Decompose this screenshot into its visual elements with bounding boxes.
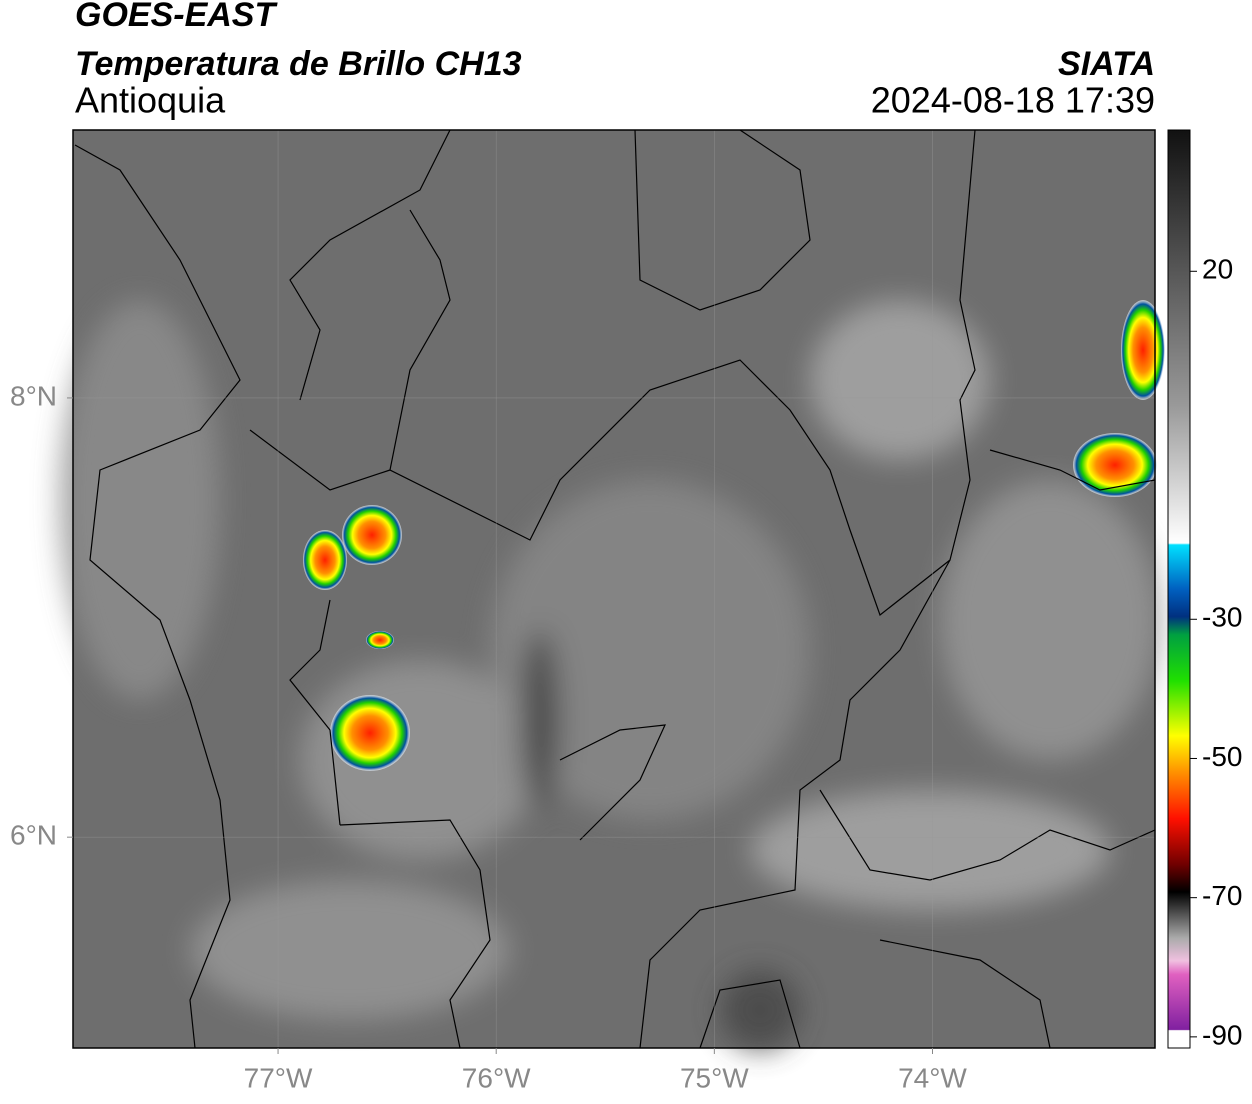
storm-cell xyxy=(1121,300,1165,400)
title: GOES-EAST xyxy=(75,0,278,34)
y-tick-label: 8°N xyxy=(10,380,57,411)
region: Antioquia xyxy=(75,80,226,121)
colorbar-tick-label: -30 xyxy=(1202,602,1242,633)
source: SIATA xyxy=(1058,45,1155,83)
x-tick-label: 75°W xyxy=(680,1062,749,1093)
colorbar-tick-label: -90 xyxy=(1202,1019,1242,1050)
storm-cell xyxy=(366,631,394,649)
borders xyxy=(74,129,1156,1049)
map-frame xyxy=(72,129,1156,1049)
map-area xyxy=(60,129,1165,1050)
x-tick-label: 77°W xyxy=(244,1062,313,1093)
y-tick-label: 6°N xyxy=(10,820,57,851)
storm-cell xyxy=(342,505,402,565)
x-tick-label: 76°W xyxy=(462,1062,531,1093)
subtitle: Temperatura de Brillo CH13 xyxy=(75,45,522,83)
storm-cell xyxy=(303,530,347,590)
datetime: 2024-08-18 17:39 xyxy=(871,80,1155,121)
colorbar-tick-label: -70 xyxy=(1202,880,1242,911)
colorbar xyxy=(1167,129,1191,1049)
colorbar-tick-label: 20 xyxy=(1202,254,1233,285)
storm-cell xyxy=(330,695,410,771)
grid xyxy=(73,130,1155,1048)
storm-cell xyxy=(1073,433,1157,497)
colorbar-tick-label: -50 xyxy=(1202,741,1242,772)
x-tick-label: 74°W xyxy=(898,1062,967,1093)
